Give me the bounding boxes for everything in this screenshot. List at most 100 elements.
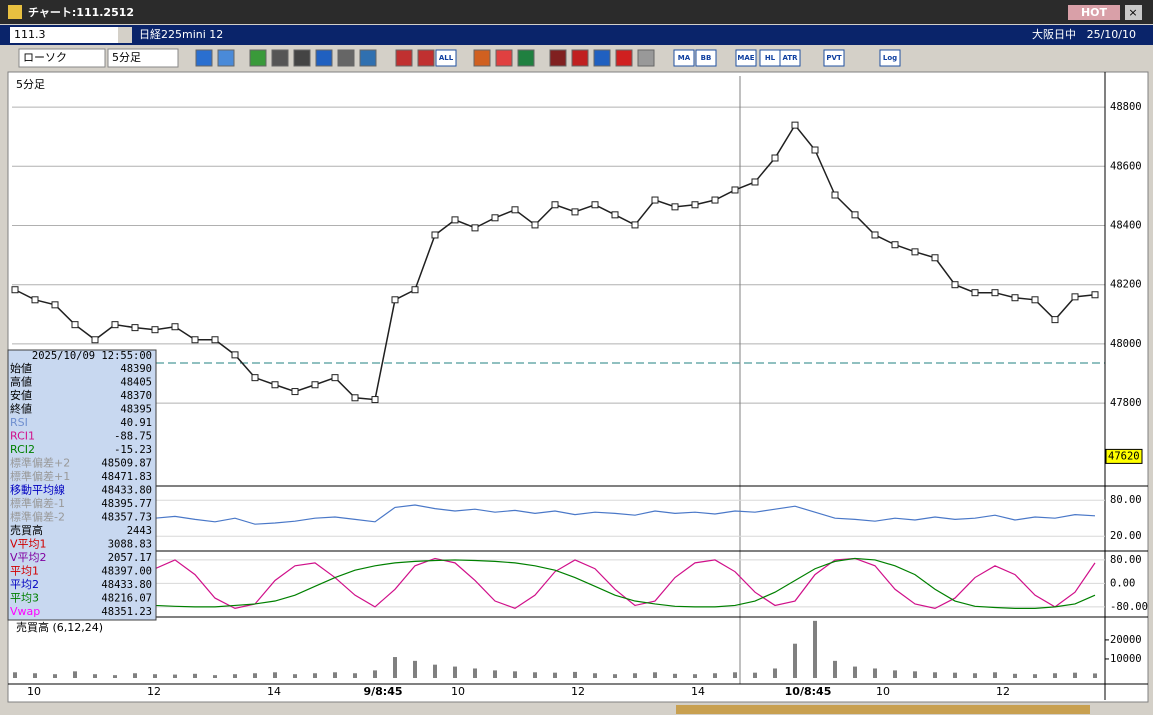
info-value: 48390 [120,363,152,375]
toolbar-icon[interactable] [195,49,213,67]
candle [511,206,519,214]
candle [391,296,399,304]
header-bar [0,25,1153,45]
toolbar-button-label[interactable]: ATR [782,54,798,62]
toolbar-button[interactable] [673,49,695,67]
toolbar-button-label[interactable]: PVT [826,54,842,62]
toolbar-button-label[interactable]: HL [765,54,776,62]
candle [691,201,699,209]
interval[interactable]: 5分足 [112,51,141,64]
panel-label: 5分足 [16,78,45,91]
hot-button[interactable] [1068,5,1120,20]
x-tick-label: 10 [27,685,41,698]
candle [751,178,759,186]
x-tick-label: 12 [147,685,161,698]
volume-bar [273,672,277,678]
volume-label: 売買高 (6,12,24) [16,620,103,634]
y-tick-label: 48600 [1110,160,1142,172]
scroll-thumb[interactable] [676,705,1090,714]
x-tick-label: 14 [267,685,281,698]
toolbar-icon[interactable] [571,49,589,67]
code[interactable]: 111.3 [14,28,46,41]
info-label: V平均1 [10,538,47,551]
toolbar-icon[interactable] [615,49,633,67]
info-label: 標準偏差+2 [10,456,70,470]
toolbar-button-label[interactable]: ALL [439,54,454,62]
toolbar-icon[interactable] [637,49,655,67]
candle [351,394,359,402]
candle [871,231,879,239]
date: 25/10/10 [1087,28,1136,41]
code-dropdown[interactable] [118,27,132,43]
candle [51,301,59,309]
chart-type-select[interactable] [18,48,106,68]
volume-bar [393,657,397,678]
candle [931,254,939,262]
toolbar-icon[interactable] [549,49,567,67]
toolbar-icon[interactable] [217,49,235,67]
toolbar-icon[interactable] [517,49,535,67]
volume-bar [113,675,117,678]
volume-bar [453,666,457,678]
candle [1051,316,1059,324]
volume-bar [813,620,817,678]
info-value: 2057.17 [108,552,152,564]
y-tick-label: 20.00 [1110,530,1142,542]
info-label: 平均2 [10,578,39,591]
volume-bar [933,672,937,678]
toolbar-icon[interactable] [473,49,491,67]
toolbar-button-label[interactable]: BB [701,54,712,62]
toolbar-button-label[interactable]: Log [883,54,897,62]
candle [11,286,19,294]
x-tick-label: 9/8:45 [363,685,402,698]
info-value: 48471.83 [101,471,152,483]
candle [1091,291,1099,299]
toolbar-button[interactable] [435,49,457,67]
toolbar-icon[interactable] [315,49,333,67]
toolbar-button[interactable] [879,49,901,67]
y-tick-label: 0.00 [1110,577,1135,589]
info-label: 安値 [10,388,32,402]
interval-select[interactable] [107,48,179,68]
close-icon[interactable]: × [1128,6,1137,19]
toolbar-icon[interactable] [593,49,611,67]
candle [131,324,139,332]
toolbar-button[interactable] [779,49,801,67]
volume-bar [673,673,677,678]
price-marker-box [1105,448,1143,464]
volume-bar [593,673,597,678]
toolbar-icon[interactable] [271,49,289,67]
candle [551,201,559,209]
volume-bar [953,672,957,678]
toolbar-icon[interactable] [359,49,377,67]
toolbar-button[interactable] [695,49,717,67]
candle [151,326,159,334]
volume-bar [213,675,217,678]
toolbar-button[interactable] [823,49,845,67]
toolbar-icon[interactable] [495,49,513,67]
toolbar-icon[interactable] [337,49,355,67]
y-tick-label: 48200 [1110,279,1142,291]
toolbar-icon[interactable] [249,49,267,67]
volume-bar [173,674,177,678]
toolbar-icon[interactable] [417,49,435,67]
candle [371,396,379,404]
info-label: 標準偏差-1 [10,496,65,510]
volume-bar [913,671,917,678]
toolbar-icon[interactable] [395,49,413,67]
toolbar-button-label[interactable]: MAE [737,54,754,62]
volume-bar [573,671,577,678]
hot-label[interactable]: HOT [1081,6,1108,19]
toolbar-button-label[interactable]: MA [678,54,691,62]
candle [491,214,499,222]
code-input[interactable] [10,27,130,43]
toolbar-icon[interactable] [293,49,311,67]
info-panel [7,349,157,621]
toolbar-button[interactable] [735,49,757,67]
volume-bar [293,674,297,678]
volume-bar [353,673,357,678]
candle [811,146,819,154]
close-button[interactable] [1125,5,1142,20]
chart-type[interactable]: ローソク [23,51,67,64]
